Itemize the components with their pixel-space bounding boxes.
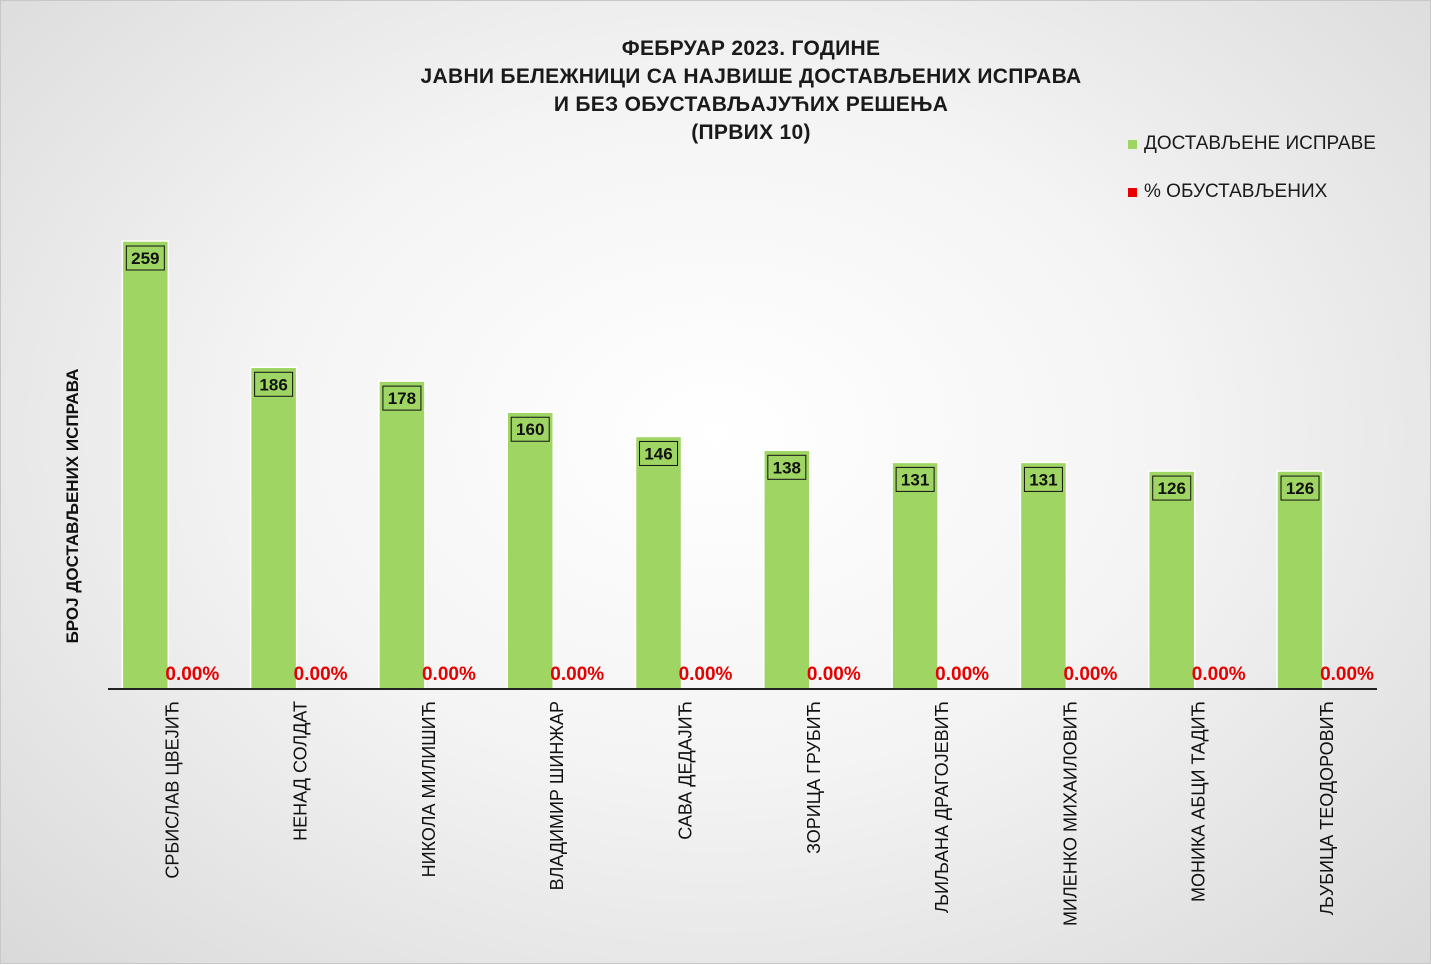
bar-value-box (125, 245, 165, 271)
bar-value-box (895, 466, 935, 492)
bar-value-label: 259 (131, 249, 159, 268)
category-label: НИКОЛА МИЛИШИЋ (419, 701, 439, 877)
category-label: ВЛАДИМИР ШИНЖАР (547, 701, 567, 890)
percent-suspended-label: 0.00% (1320, 664, 1374, 685)
bar-value-label: 186 (259, 375, 287, 394)
bar-value-label: 126 (1286, 479, 1314, 498)
bar-value-label: 138 (773, 458, 801, 477)
percent-suspended-label: 0.00% (1063, 664, 1117, 685)
bar-delivered (763, 449, 811, 690)
category-label: НЕНАД СОЛДАТ (291, 701, 311, 841)
percent-suspended-label: 0.00% (165, 664, 219, 685)
bar-value-label: 126 (1158, 479, 1186, 498)
bar-value-label: 178 (388, 389, 416, 408)
category-label: ЉУБИЦА ТЕОДОРОВИЋ (1317, 701, 1337, 915)
category-label: САВА ДЕДАЈИЋ (676, 701, 696, 840)
category-label: СРБИСЛАВ ЦВЕЈИЋ (162, 701, 182, 879)
category-label: ЉИЉАНА ДРАГОЈЕВИЋ (932, 701, 952, 913)
bar-value-box (510, 416, 550, 442)
category-label: МИЛЕНКО МИХАИЛОВИЋ (1060, 701, 1080, 926)
bar-delivered (378, 380, 426, 690)
legend-swatch-delivered (1128, 139, 1137, 149)
percent-suspended-label: 0.00% (294, 664, 348, 685)
percent-suspended-label: 0.00% (422, 664, 476, 685)
bar-value-box (639, 440, 679, 466)
bar-delivered (249, 366, 298, 690)
bar-delivered (1276, 470, 1324, 690)
bar-value-label: 131 (1029, 470, 1057, 489)
percent-suspended-label: 0.00% (1192, 664, 1246, 685)
bar-value-label: 146 (644, 444, 672, 463)
legend: ДОСТАВЉЕНЕ ИСПРАВЕ % ОБУСТАВЉЕНИХ (1128, 131, 1376, 227)
bar-value-box (1023, 466, 1063, 492)
bar-delivered (891, 461, 939, 690)
chart-title: ФЕБРУАР 2023. ГОДИНЕ ЈАВНИ БЕЛЕЖНИЦИ СА … (251, 35, 1251, 147)
bar-value-box (382, 385, 422, 411)
bar-delivered (634, 435, 683, 690)
bar-value-label: 160 (516, 420, 544, 439)
percent-suspended-label: 0.00% (935, 664, 989, 685)
chart-title-line-4: (ПРВИХ 10) (691, 121, 811, 144)
bar-delivered (1147, 470, 1196, 690)
legend-item-delivered: ДОСТАВЉЕНЕ ИСПРАВЕ (1128, 131, 1376, 157)
bar-value-box (767, 454, 807, 480)
chart-title-line-1: ФЕБРУАР 2023. ГОДИНЕ (621, 37, 881, 60)
legend-label-delivered: ДОСТАВЉЕНЕ ИСПРАВЕ (1144, 133, 1376, 154)
percent-suspended-label: 0.00% (679, 664, 733, 685)
category-label: МОНИКА АБЦИ ТАДИЋ (1189, 701, 1209, 902)
bar-value-box (254, 371, 294, 397)
bar-value-box (1152, 475, 1192, 501)
legend-swatch-suspended (1128, 187, 1137, 197)
bar-delivered (506, 411, 554, 690)
bar-delivered (121, 240, 170, 690)
legend-item-suspended: % ОБУСТАВЉЕНИХ (1128, 179, 1376, 205)
bar-value-box (1280, 475, 1320, 501)
category-label: ЗОРИЦА ГРУБИЋ (804, 701, 824, 854)
bar-value-label: 131 (901, 470, 929, 489)
chart-title-line-2: ЈАВНИ БЕЛЕЖНИЦИ СА НАЈВИШЕ ДОСТАВЉЕНИХ И… (420, 65, 1082, 88)
legend-label-suspended: % ОБУСТАВЉЕНИХ (1144, 181, 1328, 202)
percent-suspended-label: 0.00% (550, 664, 604, 685)
chart-title-line-3: И БЕЗ ОБУСТАВЉАЈУЋИХ РЕШЕЊА (553, 93, 949, 116)
bar-delivered (1019, 461, 1068, 690)
percent-suspended-label: 0.00% (807, 664, 861, 685)
